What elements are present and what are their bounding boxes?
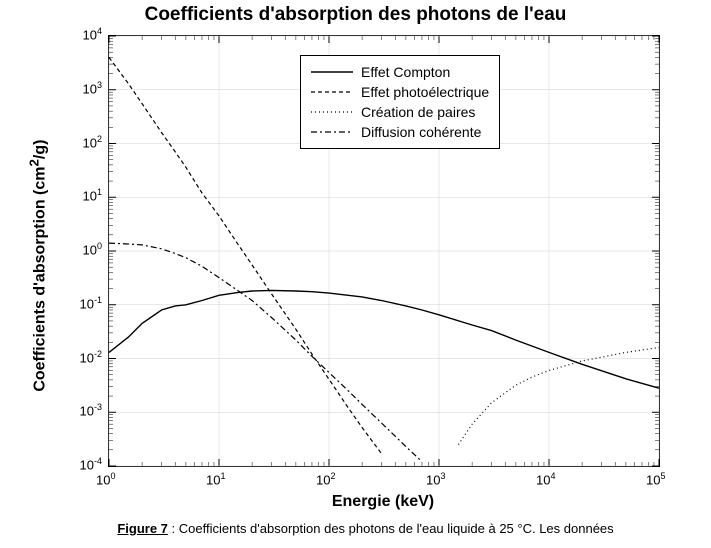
y-tick: 102 bbox=[83, 134, 102, 150]
y-tick: 10-1 bbox=[80, 295, 102, 311]
legend-item: Effet photoélectrique bbox=[311, 82, 489, 102]
legend-swatch bbox=[311, 64, 353, 80]
x-tick: 105 bbox=[646, 471, 665, 487]
legend-item: Création de paires bbox=[311, 102, 489, 122]
x-tick: 102 bbox=[316, 471, 335, 487]
legend-swatch bbox=[311, 84, 353, 100]
legend-label: Effet photoélectrique bbox=[361, 84, 489, 100]
y-tick: 100 bbox=[83, 241, 102, 257]
legend-box: Effet Compton Effet photoélectrique Créati… bbox=[300, 55, 500, 149]
legend-label: Effet Compton bbox=[361, 64, 450, 80]
x-tick: 101 bbox=[206, 471, 225, 487]
x-tick: 104 bbox=[536, 471, 555, 487]
y-tick: 10-3 bbox=[80, 402, 102, 418]
y-tick: 10-4 bbox=[80, 456, 102, 472]
legend-swatch bbox=[311, 104, 353, 120]
chart-title: Coefficients d'absorption des photons de… bbox=[0, 4, 711, 26]
legend-label: Diffusion cohérente bbox=[361, 124, 481, 140]
x-tick: 100 bbox=[96, 471, 115, 487]
y-tick: 101 bbox=[83, 187, 102, 203]
legend-label: Création de paires bbox=[361, 104, 475, 120]
figure-caption: Figure 7 : Coefficients d'absorption des… bbox=[60, 521, 671, 536]
y-axis-label: Coefficients d'absorption (cm2/g) bbox=[26, 112, 49, 392]
legend-swatch bbox=[311, 124, 353, 140]
y-tick: 103 bbox=[83, 80, 102, 96]
y-tick: 10-2 bbox=[80, 349, 102, 365]
legend-item: Diffusion cohérente bbox=[311, 122, 489, 142]
y-tick: 104 bbox=[83, 26, 102, 42]
x-tick: 103 bbox=[426, 471, 445, 487]
x-axis-label: Energie (keV) bbox=[108, 493, 658, 511]
legend-item: Effet Compton bbox=[311, 62, 489, 82]
